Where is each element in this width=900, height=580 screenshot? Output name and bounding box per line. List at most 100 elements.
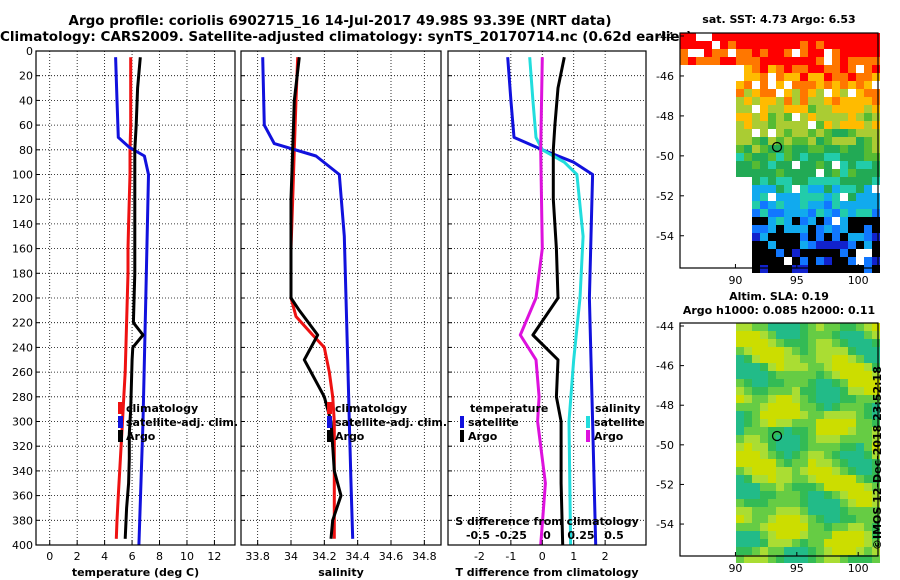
map-cell — [744, 435, 752, 443]
series-argo — [123, 57, 145, 539]
map-cell — [816, 507, 824, 515]
map-cell — [840, 483, 848, 491]
map-cell — [800, 507, 808, 515]
map-cell — [776, 105, 784, 113]
map-cell — [824, 459, 832, 467]
map-cell — [768, 523, 776, 531]
map-cell — [856, 491, 864, 499]
map-cell — [768, 323, 776, 331]
map-cell — [824, 371, 832, 379]
map-cell — [784, 371, 792, 379]
map-cell — [800, 539, 808, 547]
map-cell — [792, 531, 800, 539]
map-cell — [768, 347, 776, 355]
map-cell — [848, 169, 856, 177]
map-cell — [824, 41, 832, 49]
map-cell — [808, 443, 816, 451]
map-cell — [736, 475, 744, 483]
map-cell — [872, 547, 880, 555]
panel-difference — [447, 50, 647, 546]
map-cell — [848, 475, 856, 483]
map-cell — [744, 451, 752, 459]
map-cell — [736, 427, 744, 435]
map-cell — [752, 459, 760, 467]
map-cell — [816, 411, 824, 419]
map-x-tick-label: 95 — [790, 562, 804, 575]
map-cell — [808, 411, 816, 419]
map-cell — [792, 41, 800, 49]
series-temperature-argo — [531, 56, 566, 546]
map-cell — [744, 81, 752, 89]
map-cell — [784, 379, 792, 387]
legend-swatch — [118, 430, 123, 442]
map-cell — [840, 515, 848, 523]
map-cell — [856, 129, 864, 137]
map-cell — [864, 371, 872, 379]
map-cell — [840, 435, 848, 443]
map-cell — [808, 555, 816, 563]
map-cell — [768, 427, 776, 435]
map-cell — [776, 225, 784, 233]
map-cell — [776, 419, 784, 427]
map-cell — [840, 355, 848, 363]
map-cell — [840, 217, 848, 225]
map-cell — [776, 523, 784, 531]
map-cell — [848, 387, 856, 395]
map-title: Argo h1000: 0.085 h2000: 0.11 — [683, 304, 875, 317]
map-cell — [816, 177, 824, 185]
map-cell — [800, 363, 808, 371]
map-cell — [776, 547, 784, 555]
map-cell — [864, 185, 872, 193]
map-cell — [864, 347, 872, 355]
map-cell — [760, 121, 768, 129]
map-cell — [760, 419, 768, 427]
map-cell — [744, 475, 752, 483]
map-cell — [848, 403, 856, 411]
map-cell — [752, 539, 760, 547]
map-cell — [744, 443, 752, 451]
map-cell — [864, 387, 872, 395]
map-cell — [864, 217, 872, 225]
map-cell — [816, 193, 824, 201]
map-cell — [752, 217, 760, 225]
map-cell — [816, 427, 824, 435]
map-cell — [816, 515, 824, 523]
x-tick-label: 2 — [74, 550, 81, 563]
map-cell — [776, 403, 784, 411]
map-cell — [736, 395, 744, 403]
map-cell — [832, 323, 840, 331]
map-cell — [872, 57, 880, 65]
map-cell — [776, 233, 784, 241]
map-cell — [840, 121, 848, 129]
map-cell — [832, 395, 840, 403]
map-cell — [752, 323, 760, 331]
map-cell — [848, 379, 856, 387]
map-cell — [848, 427, 856, 435]
map-cell — [760, 33, 768, 41]
map-cell — [824, 427, 832, 435]
map-cell — [776, 507, 784, 515]
map-cell — [768, 419, 776, 427]
map-cell — [808, 73, 816, 81]
map-cell — [872, 225, 880, 233]
map-cell — [784, 233, 792, 241]
map-cell — [760, 347, 768, 355]
map-cell — [736, 379, 744, 387]
map-cell — [784, 459, 792, 467]
map-cell — [848, 459, 856, 467]
map-cell — [792, 451, 800, 459]
map-cell — [792, 193, 800, 201]
map-cell — [760, 41, 768, 49]
map-cell — [840, 499, 848, 507]
map-cell — [848, 129, 856, 137]
map-cell — [800, 65, 808, 73]
map-cell — [824, 249, 832, 257]
map-cell — [760, 129, 768, 137]
map-cell — [832, 355, 840, 363]
map-cell — [744, 379, 752, 387]
map-cell — [832, 89, 840, 97]
map-cell — [760, 233, 768, 241]
map-cell — [736, 371, 744, 379]
map-cell — [736, 153, 744, 161]
map-cell — [792, 81, 800, 89]
